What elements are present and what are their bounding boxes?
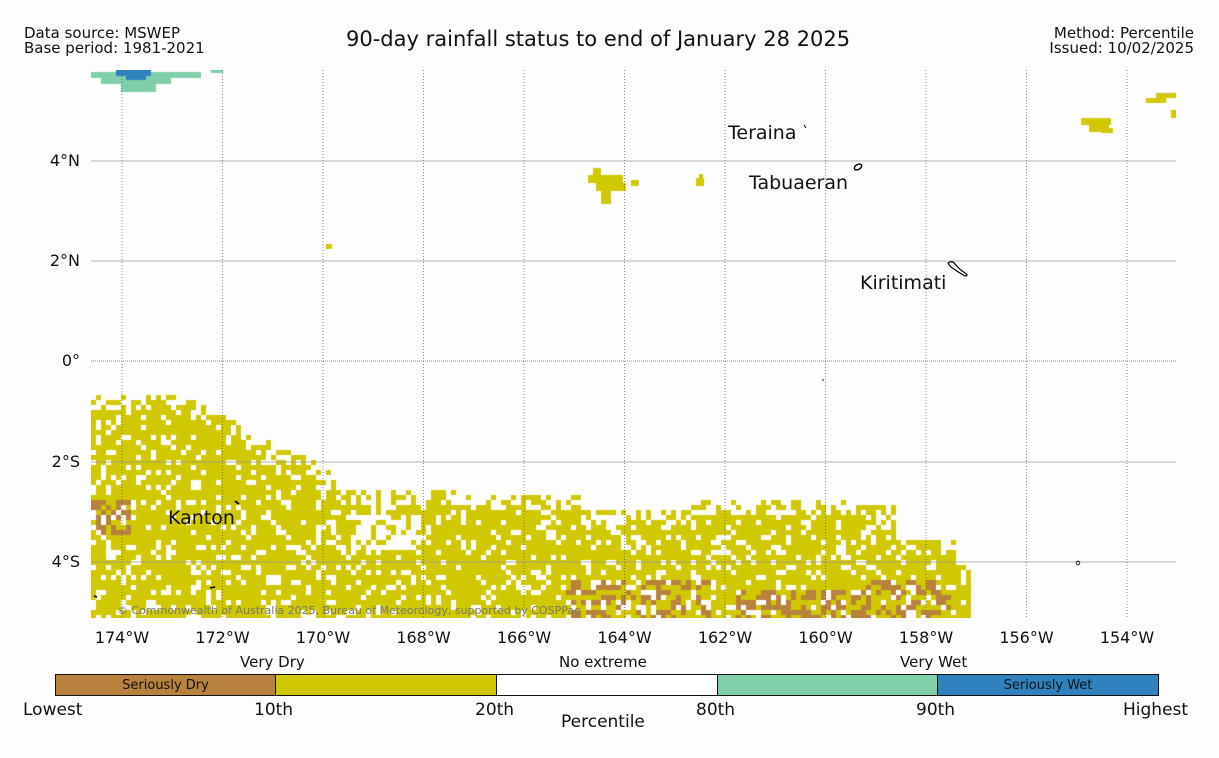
- legend-box-seriously-dry: Seriously Dry: [55, 674, 276, 696]
- lon-tick-label: 156°W: [999, 628, 1054, 647]
- legend-group-very-dry: Very Dry: [240, 653, 305, 671]
- lon-tick-label: 172°W: [195, 628, 250, 647]
- lon-tick-label: 158°W: [898, 628, 954, 647]
- legend-group-no-extreme: No extreme: [559, 653, 647, 671]
- legend-group-very-wet: Very Wet: [900, 653, 968, 671]
- legend-box-no-extreme: [496, 674, 718, 696]
- lat-tick-label: 2°S: [51, 452, 80, 471]
- place-label-kanton: Kanton: [168, 507, 235, 529]
- kiritimati-island: [947, 261, 968, 277]
- kanton-island: [234, 500, 240, 505]
- legend-box-very-dry: [275, 674, 497, 696]
- lon-tick-label: 168°W: [396, 628, 451, 647]
- base-period-label: Base period: 1981-2021: [24, 39, 205, 57]
- chart-title: 90-day rainfall status to end of January…: [346, 27, 851, 51]
- lat-tick-label: 2°N: [49, 251, 80, 270]
- rainfall-map: © Commonwealth of Australia 2025, Bureau…: [91, 70, 1176, 618]
- small-island: [209, 586, 216, 589]
- legend-tick-20th: 20th: [475, 700, 515, 720]
- method-label: Method: Percentile: [1053, 24, 1194, 42]
- place-label-kiritimati: Kiritimati: [860, 272, 947, 294]
- jarvis-island: [822, 379, 824, 381]
- issued-label: Issued: 10/02/2025: [1049, 39, 1194, 57]
- data-source-label: Data source: MSWEP: [24, 24, 181, 42]
- legend-tick-80th: 80th: [696, 700, 736, 720]
- small-island: [93, 595, 98, 598]
- place-label-tabuaeran: Tabuaeran: [749, 172, 849, 194]
- legend-tick-90th: 90th: [916, 700, 956, 720]
- lon-tick-label: 166°W: [496, 628, 552, 647]
- starbuck-island: [1075, 560, 1081, 566]
- tabuaeran-island: [853, 163, 863, 171]
- legend-tick-10th: 10th: [254, 700, 294, 720]
- place-label-teraina: Teraina: [728, 122, 797, 144]
- map-gridlines: [91, 70, 1176, 618]
- copyright-notice: © Commonwealth of Australia 2025, Bureau…: [117, 604, 581, 617]
- lat-tick-label: 0°: [61, 351, 80, 370]
- legend-box-seriously-wet: Seriously Wet: [937, 674, 1159, 696]
- legend-axis-label: Percentile: [561, 712, 645, 732]
- lat-tick-label: 4°N: [49, 151, 80, 170]
- lon-tick-label: 162°W: [697, 628, 753, 647]
- lon-tick-label: 170°W: [295, 628, 351, 647]
- lon-tick-label: 160°W: [798, 628, 853, 647]
- lon-tick-label: 154°W: [1099, 628, 1155, 647]
- lon-tick-label: 164°W: [597, 628, 652, 647]
- teraina-island: [803, 124, 807, 129]
- legend-box-very-wet: [717, 674, 938, 696]
- legend-tick-lowest: Lowest: [23, 700, 83, 720]
- lon-tick-label: 174°W: [94, 628, 150, 647]
- lat-tick-label: 4°S: [51, 552, 80, 571]
- legend-tick-highest: Highest: [1123, 700, 1189, 720]
